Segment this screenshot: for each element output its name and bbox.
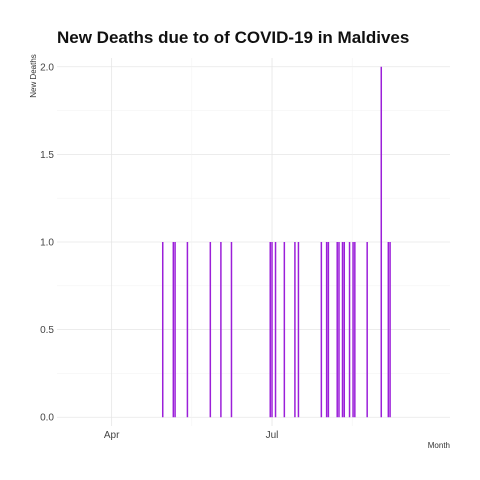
y-tick-labels: 0.0 0.5 1.0 1.5 2.0 — [40, 62, 54, 423]
bar — [341, 242, 344, 418]
bar — [338, 242, 340, 418]
bar — [274, 242, 277, 418]
bar — [294, 242, 296, 418]
y-tick-label: 2.0 — [40, 62, 54, 73]
bar — [366, 242, 368, 418]
x-axis-title: Month — [428, 441, 450, 450]
bar — [209, 242, 212, 418]
y-tick-label: 0.0 — [40, 413, 54, 424]
grid — [57, 58, 450, 426]
y-axis-title: New Deaths — [29, 54, 38, 98]
y-tick-label: 1.0 — [40, 238, 54, 249]
bars — [161, 66, 391, 418]
bar — [389, 242, 391, 418]
bar — [297, 242, 300, 418]
bar — [283, 242, 286, 418]
bar — [325, 242, 328, 418]
bar — [271, 242, 273, 418]
bar — [348, 242, 351, 418]
chart-title: New Deaths due to of COVID-19 in Maldive… — [57, 28, 409, 47]
bar — [161, 242, 164, 418]
bar — [230, 242, 233, 418]
bar — [380, 66, 383, 418]
bar — [220, 242, 222, 418]
x-tick-label: Jul — [266, 430, 279, 441]
bar — [354, 242, 356, 418]
bar — [343, 242, 346, 418]
y-tick-label: 0.5 — [40, 325, 54, 336]
y-tick-label: 1.5 — [40, 150, 54, 161]
bar — [327, 242, 330, 418]
bar — [387, 242, 390, 418]
bar — [174, 242, 176, 418]
x-tick-label: Apr — [104, 430, 120, 441]
x-tick-labels: Apr Jul — [104, 430, 279, 441]
bar — [320, 242, 323, 418]
bar — [172, 242, 175, 418]
bar — [352, 242, 354, 418]
bar — [186, 242, 189, 418]
bar — [336, 242, 338, 418]
bar — [269, 242, 271, 418]
